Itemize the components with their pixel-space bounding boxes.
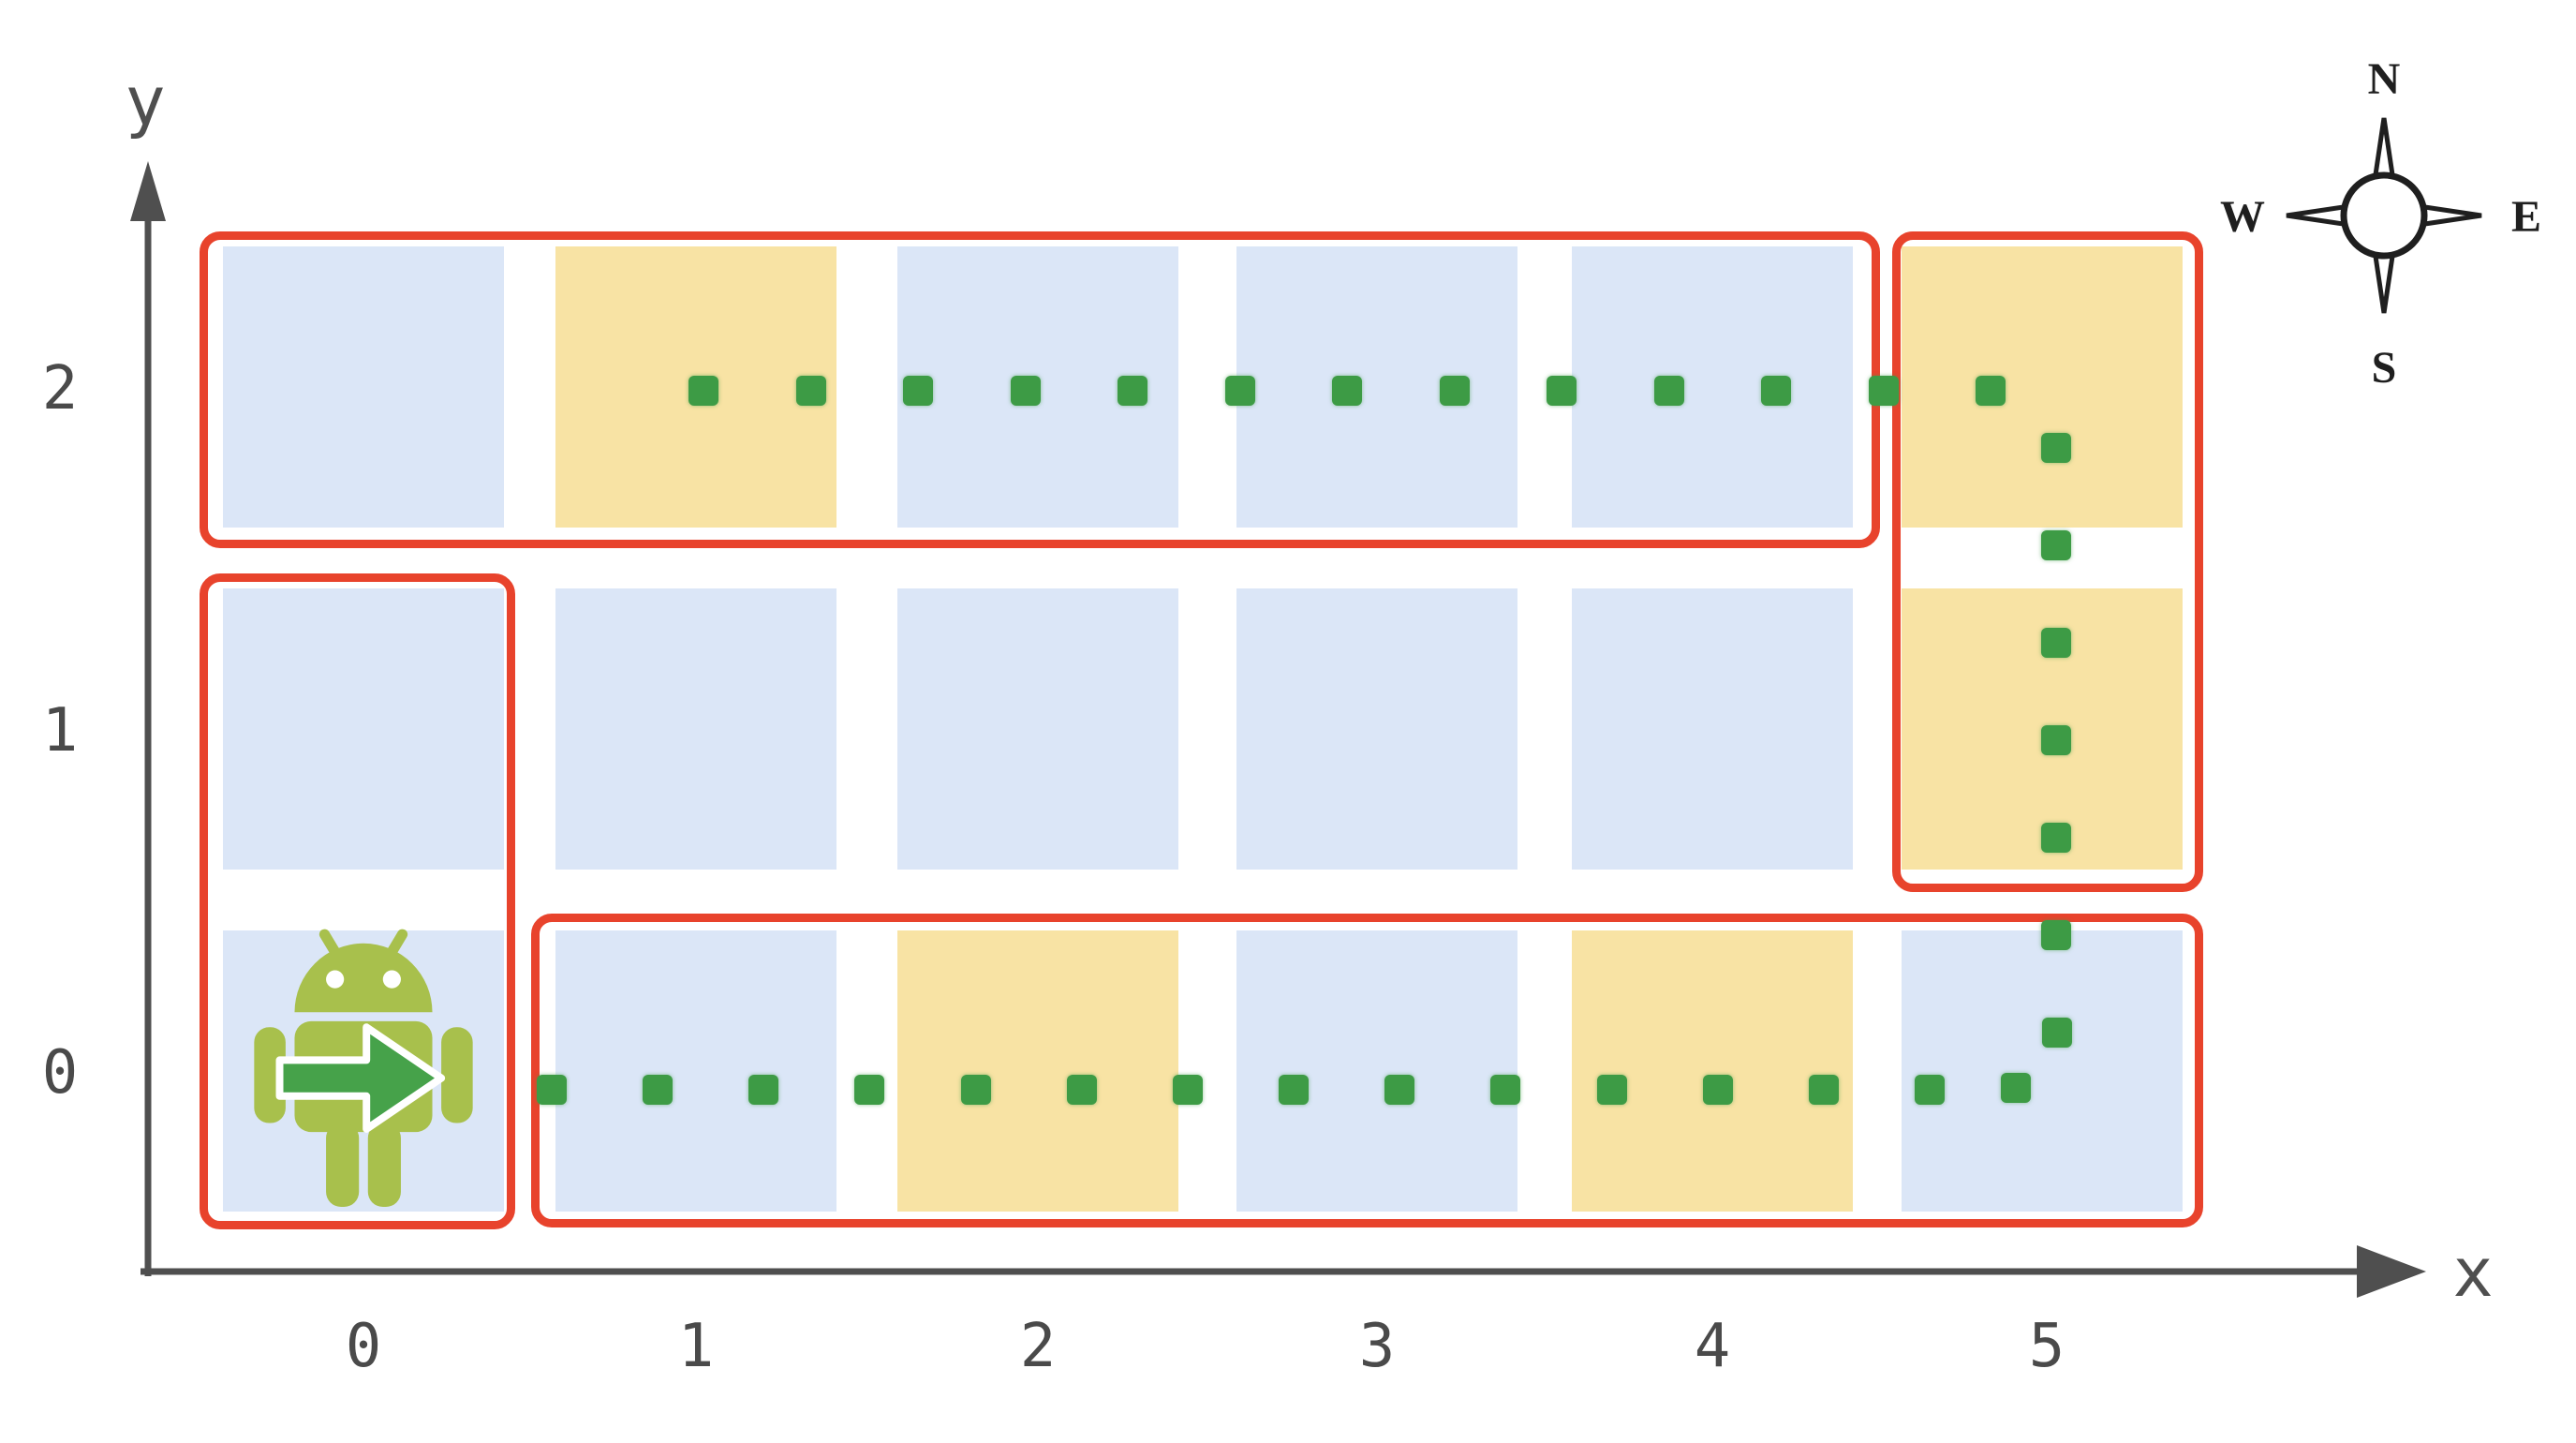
path-dot-row2-dots bbox=[1118, 376, 1147, 406]
path-dot-row2-dots bbox=[1011, 376, 1041, 406]
path-dot-row2-dots bbox=[1440, 376, 1470, 406]
cell-x2-y1 bbox=[897, 588, 1178, 870]
group-col0-rows0-1 bbox=[200, 573, 515, 1229]
path-dot-row0-dots bbox=[1173, 1075, 1203, 1105]
y-tick-label-2: 2 bbox=[41, 354, 79, 424]
x-tick-label-5: 5 bbox=[2028, 1312, 2065, 1381]
path-dot-col5-dots bbox=[2041, 920, 2071, 950]
cell-x1-y0 bbox=[555, 930, 836, 1212]
path-dot-row2-dots bbox=[796, 376, 826, 406]
group-col5-rows1-2 bbox=[1892, 231, 2203, 892]
compass-label-south: S bbox=[2372, 343, 2397, 393]
path-dot-row0-dots bbox=[1809, 1075, 1839, 1105]
compass-hub bbox=[2340, 171, 2428, 260]
path-dot-row2-dots bbox=[1332, 376, 1362, 406]
cell-x0-y2 bbox=[223, 246, 504, 528]
y-axis-arrowhead-icon bbox=[130, 161, 166, 221]
robot-leg-left bbox=[326, 1123, 360, 1208]
path-dot-row0-dots bbox=[643, 1075, 673, 1105]
robot-leg-right bbox=[367, 1123, 401, 1208]
path-dot-row0-dots bbox=[1384, 1075, 1414, 1105]
group-row0-cols1-5 bbox=[531, 914, 2203, 1227]
x-axis-arrowhead-icon bbox=[2357, 1245, 2426, 1298]
path-dot-row0-dots bbox=[961, 1075, 991, 1105]
cell-x4-y0 bbox=[1572, 930, 1853, 1212]
path-dot-row0-dots bbox=[1597, 1075, 1627, 1105]
path-dot-row0-dots bbox=[854, 1075, 884, 1105]
path-dot-col5-dots bbox=[2041, 725, 2071, 755]
y-tick-label-1: 1 bbox=[41, 696, 79, 766]
cell-x3-y2 bbox=[1236, 246, 1517, 528]
android-robot-icon bbox=[254, 929, 473, 1208]
path-dot-row0-dots bbox=[748, 1075, 778, 1105]
cell-x1-y1 bbox=[555, 588, 836, 870]
cell-x2-y0 bbox=[897, 930, 1178, 1212]
east-arrow-icon bbox=[275, 1023, 446, 1133]
path-dot-row0-dots bbox=[1490, 1075, 1520, 1105]
x-tick-label-1: 1 bbox=[677, 1312, 715, 1381]
path-dot-corner-dots bbox=[2001, 1073, 2031, 1103]
path-dot-col5-dots bbox=[2041, 823, 2071, 853]
x-tick-label-4: 4 bbox=[1694, 1312, 1731, 1381]
path-dot-row2-dots bbox=[1761, 376, 1791, 406]
y-tick-label-0: 0 bbox=[41, 1038, 79, 1108]
path-dot-row0-dots bbox=[1915, 1075, 1945, 1105]
path-dot-col5-dots bbox=[2041, 628, 2071, 658]
path-dot-row2-dots bbox=[1976, 376, 2006, 406]
path-dot-row2-dots bbox=[1654, 376, 1684, 406]
cell-x3-y0 bbox=[1236, 930, 1517, 1212]
compass-label-west: W bbox=[2220, 192, 2265, 242]
path-dot-row2-dots bbox=[1869, 376, 1899, 406]
robot-head bbox=[294, 943, 433, 1013]
path-dot-row2-dots bbox=[903, 376, 933, 406]
cell-x0-y1 bbox=[223, 588, 504, 870]
compass-label-east: E bbox=[2511, 192, 2541, 242]
x-tick-label-3: 3 bbox=[1358, 1312, 1396, 1381]
path-dot-row2-dots bbox=[1547, 376, 1577, 406]
path-dot-row0-dots bbox=[1279, 1075, 1309, 1105]
cell-x3-y1 bbox=[1236, 588, 1517, 870]
cell-x5-y0 bbox=[1902, 930, 2183, 1212]
robot-eye-left bbox=[326, 970, 345, 989]
path-dot-corner-dots bbox=[2042, 1018, 2072, 1048]
path-dot-col5-dots bbox=[2041, 530, 2071, 560]
path-dot-col5-dots bbox=[2041, 433, 2071, 463]
cell-x4-y1 bbox=[1572, 588, 1853, 870]
cell-x4-y2 bbox=[1572, 246, 1853, 528]
robot-eye-right bbox=[382, 970, 401, 989]
cell-x5-y2 bbox=[1902, 246, 2183, 528]
compass-label-north: N bbox=[2368, 54, 2401, 104]
x-tick-label-2: 2 bbox=[1019, 1312, 1057, 1381]
y-axis-label: y bbox=[125, 62, 166, 141]
x-axis-label: x bbox=[2452, 1233, 2494, 1312]
path-dot-row2-dots bbox=[1225, 376, 1255, 406]
x-tick-label-0: 0 bbox=[345, 1312, 382, 1381]
robot-arm-right bbox=[441, 1027, 473, 1123]
path-dot-row0-dots bbox=[1067, 1075, 1097, 1105]
path-dot-row0-dots bbox=[537, 1075, 567, 1105]
compass-rose-icon: N S W E bbox=[2220, 54, 2541, 393]
path-dot-row0-dots bbox=[1703, 1075, 1733, 1105]
path-dot-row2-dots bbox=[688, 376, 718, 406]
